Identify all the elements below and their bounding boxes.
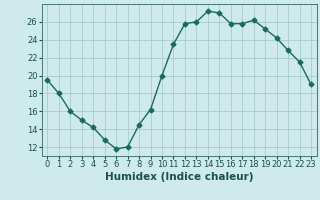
X-axis label: Humidex (Indice chaleur): Humidex (Indice chaleur) <box>105 172 253 182</box>
